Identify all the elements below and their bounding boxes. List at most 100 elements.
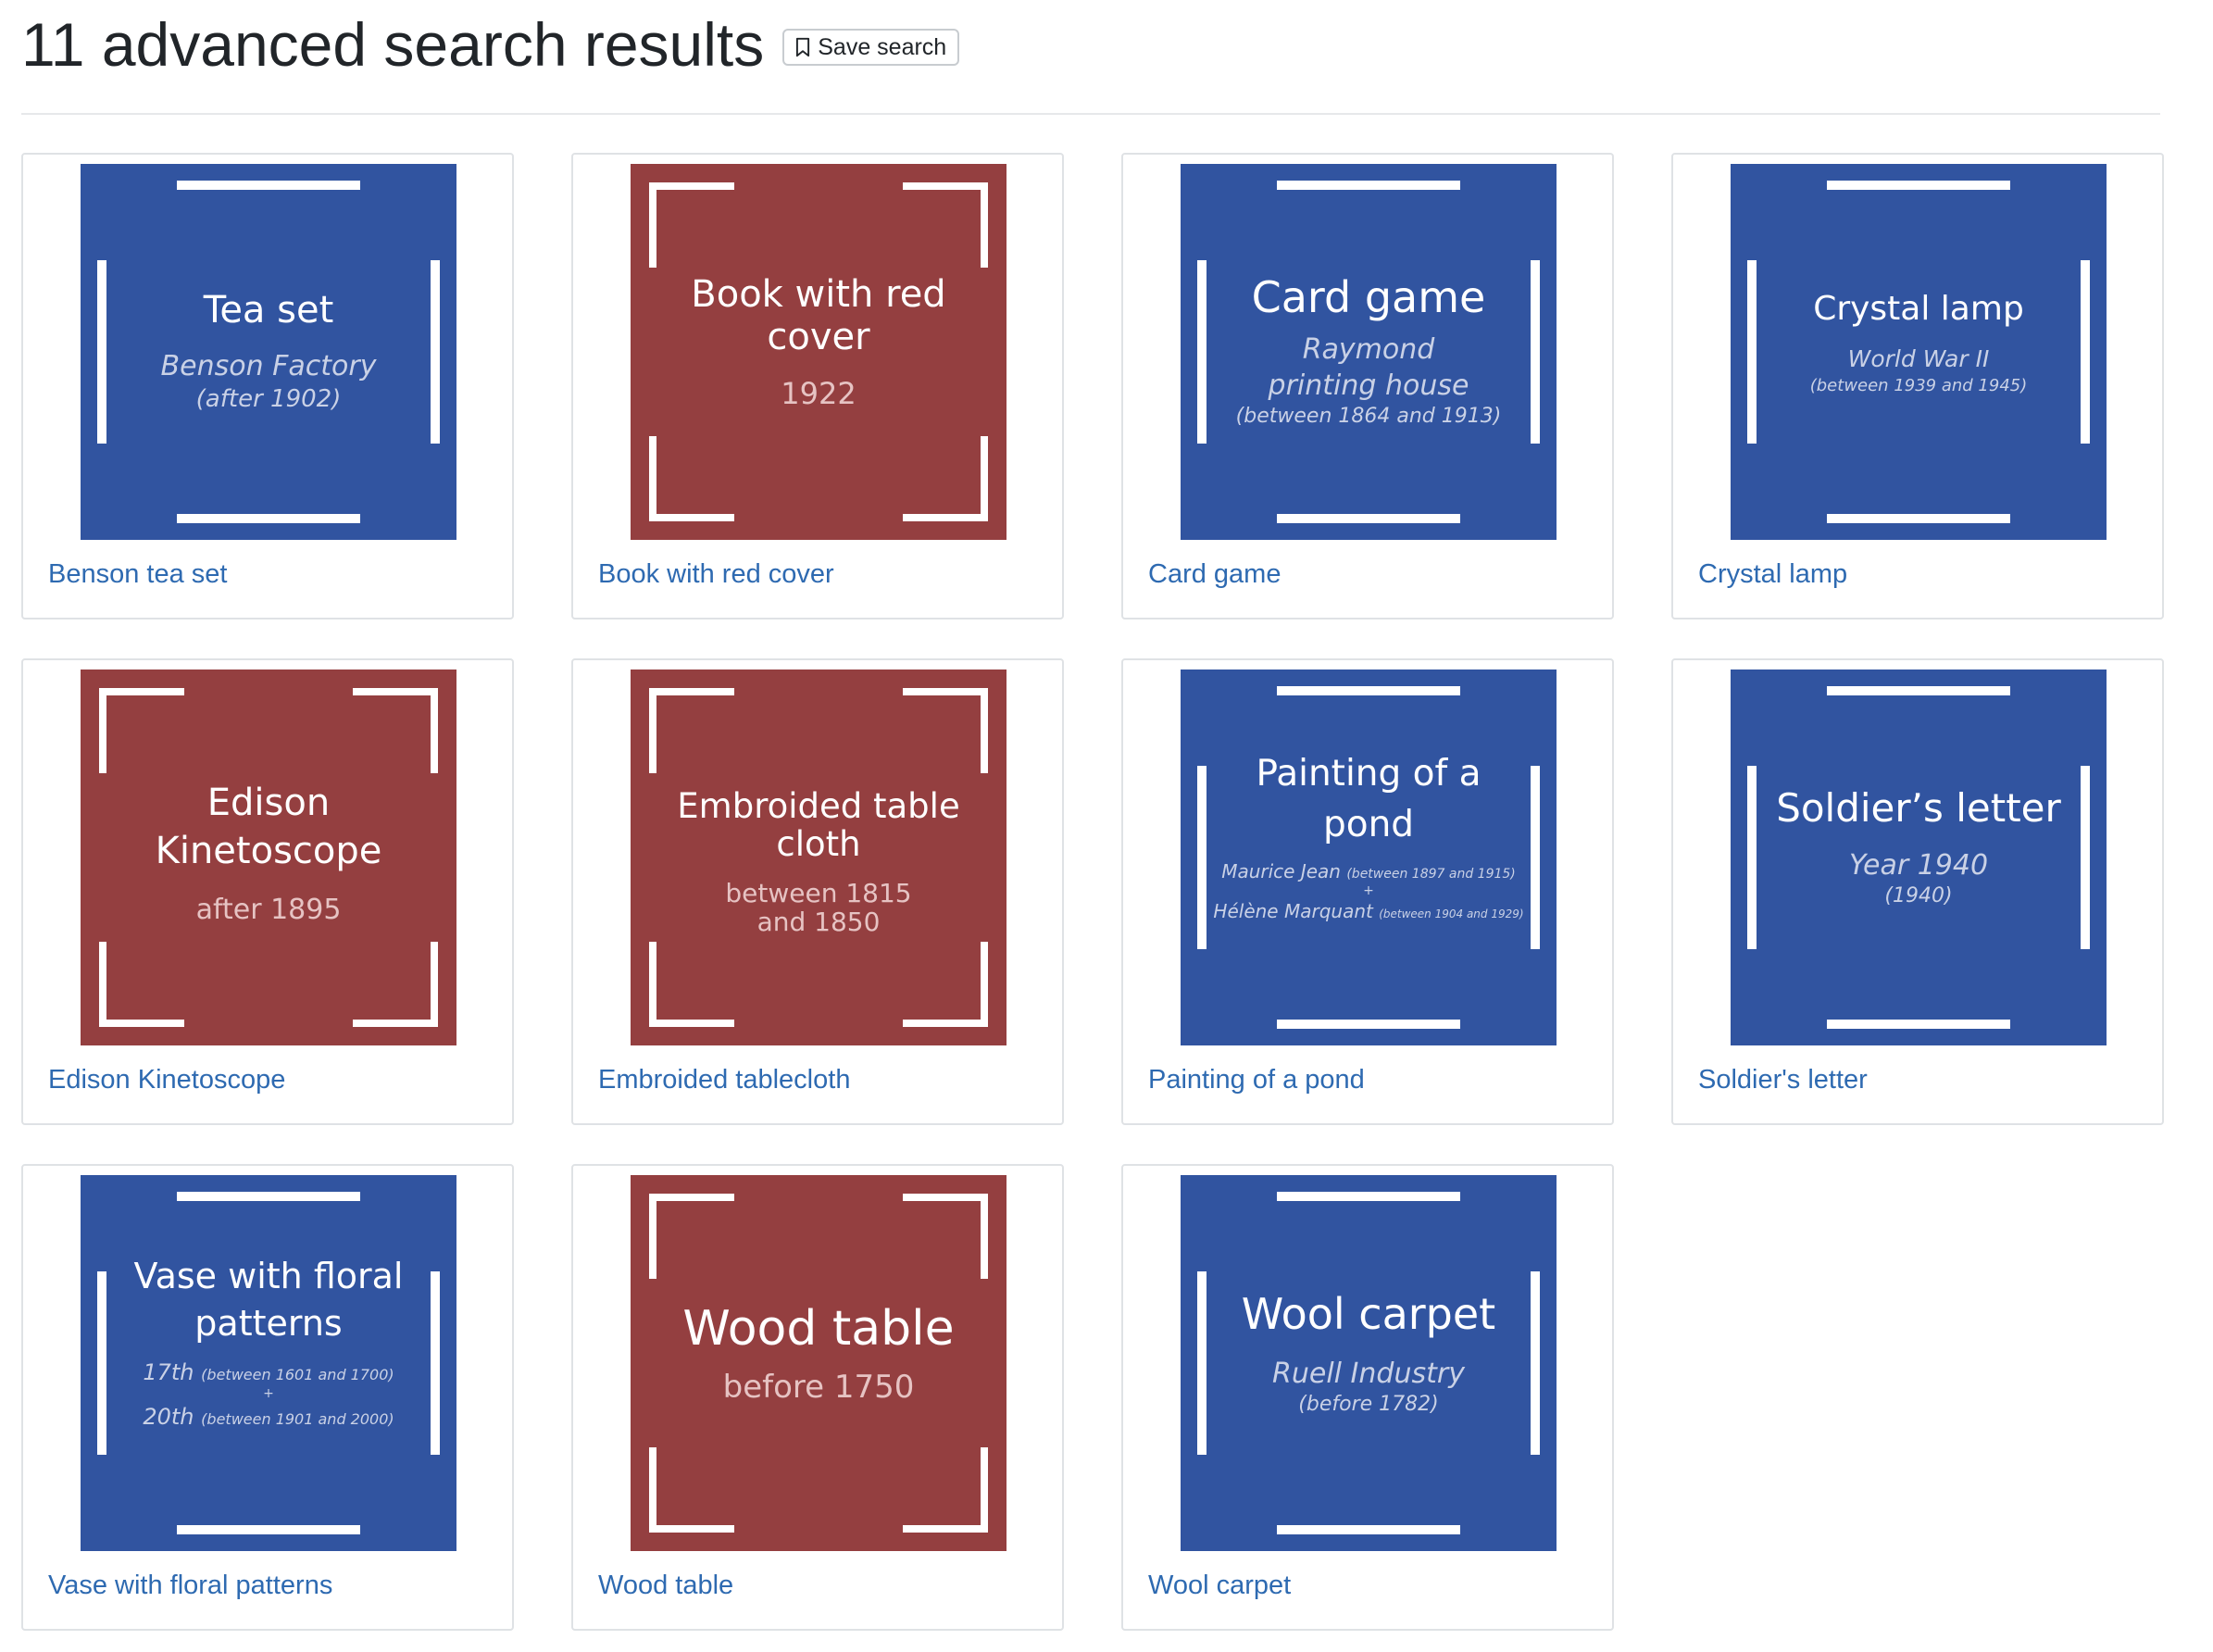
thumbnail-title: Card game [1251,272,1486,323]
result-thumbnail[interactable]: Wood table before 1750 [631,1175,1006,1551]
result-thumbnail[interactable]: Crystal lamp World War II (between 1939 … [1731,164,2107,540]
frame-corner [649,1447,734,1533]
frame-corner [649,942,734,1027]
thumbnail-artist: Hélène Marquant (between 1904 and 1929) [1213,899,1523,924]
thumbnail-date: (after 1902) [195,384,342,413]
artist-date: (between 1904 and 1929) [1379,907,1524,921]
result-thumbnail[interactable]: Wool carpet Ruell Industry (before 1782) [1181,1175,1557,1551]
frame-bar [1827,514,2010,523]
frame-bar [431,260,440,444]
frame-bar [1747,766,1757,949]
results-header: 11 advanced search results Save search [21,9,960,80]
thumbnail-date: 1922 [781,376,856,411]
thumbnail-title: Book with red cover [691,273,946,358]
result-title-link[interactable]: Vase with floral patterns [48,1571,333,1600]
frame-bar [1277,686,1460,695]
result-title-link[interactable]: Book with red cover [598,559,834,589]
frame-bar [1531,260,1540,444]
frame-bar [1197,766,1207,949]
frame-bar [97,1271,106,1455]
frame-corner [99,688,184,773]
result-title-link[interactable]: Painting of a pond [1148,1065,1365,1095]
result-title-link[interactable]: Benson tea set [48,559,228,589]
frame-corner [99,942,184,1027]
frame-corner [353,688,438,773]
result-title-link[interactable]: Edison Kinetoscope [48,1065,286,1095]
frame-bar [1277,1525,1460,1534]
frame-bar [97,260,106,444]
frame-corner [903,436,988,521]
thumbnail-artist: Maurice Jean (between 1897 and 1915) [1221,859,1516,884]
header-divider [21,113,2160,115]
frame-bar [1531,1271,1540,1455]
result-title-link[interactable]: Soldier's letter [1698,1065,1868,1095]
frame-bar [1827,181,2010,190]
frame-bar [1277,1192,1460,1201]
result-card: Wood table before 1750 Wood table [571,1164,1064,1631]
plus-sign: + [1363,883,1374,899]
thumbnail-date: (before 1782) [1298,1392,1439,1416]
frame-corner [649,688,734,773]
frame-bar [1277,181,1460,190]
frame-bar [2081,766,2090,949]
result-thumbnail[interactable]: Embroided table cloth between 1815 and 1… [631,670,1006,1045]
result-title-link[interactable]: Wood table [598,1571,734,1600]
thumbnail-maker: Benson Factory [160,349,377,382]
result-thumbnail[interactable]: Painting of a pond Maurice Jean (between… [1181,670,1557,1045]
result-thumbnail[interactable]: Vase with floral patterns 17th (between … [81,1175,456,1551]
frame-bar [177,181,360,190]
result-card: Painting of a pond Maurice Jean (between… [1121,658,1614,1125]
save-search-button[interactable]: Save search [782,29,960,66]
result-card: Card game Raymond printing house (betwee… [1121,153,1614,620]
thumbnail-caption: Card game Raymond printing house (betwee… [1218,164,1519,540]
result-card: Vase with floral patterns 17th (between … [21,1164,514,1631]
thumbnail-caption: Embroided table cloth between 1815 and 1… [668,670,969,1045]
period-name: 17th [143,1358,194,1385]
result-thumbnail[interactable]: Edison Kinetoscope after 1895 [81,670,456,1045]
thumbnail-date: (between 1864 and 1913) [1235,405,1502,429]
thumbnail-title: Vase with floral patterns [133,1256,404,1345]
result-card: Crystal lamp World War II (between 1939 … [1671,153,2164,620]
result-title-link[interactable]: Crystal lamp [1698,559,1848,589]
artist-name: Maurice Jean [1221,860,1341,883]
thumbnail-date: before 1750 [722,1368,915,1406]
thumbnail-caption: Wool carpet Ruell Industry (before 1782) [1208,1175,1529,1551]
thumbnail-maker: Year 1940 [1848,849,1989,882]
results-grid: Tea set Benson Factory (after 1902) Bens… [21,153,2164,1631]
frame-corner [353,942,438,1027]
frame-bar [1197,260,1207,444]
thumbnail-caption: Book with red cover 1922 [668,164,969,540]
result-card: Edison Kinetoscope after 1895 Edison Kin… [21,658,514,1125]
result-title-link[interactable]: Wool carpet [1148,1571,1292,1600]
artist-date: (between 1897 and 1915) [1346,867,1516,882]
period-name: 20th [143,1403,194,1430]
result-card: Tea set Benson Factory (after 1902) Bens… [21,153,514,620]
frame-corner [903,688,988,773]
frame-bar [177,1525,360,1534]
result-title-link[interactable]: Card game [1148,559,1282,589]
thumbnail-caption: Painting of a pond Maurice Jean (between… [1208,670,1529,1045]
thumbnail-caption: Tea set Benson Factory (after 1902) [118,164,419,540]
frame-bar [2081,260,2090,444]
thumbnail-title: Edison Kinetoscope [155,782,382,872]
thumbnail-date: (between 1939 and 1945) [1809,375,2028,395]
result-title-link[interactable]: Embroided tablecloth [598,1065,851,1095]
frame-bar [1277,514,1460,523]
thumbnail-caption: Vase with floral patterns 17th (between … [108,1175,429,1551]
thumbnail-caption: Crystal lamp World War II (between 1939 … [1768,164,2069,540]
period-date: (between 1901 and 2000) [201,1409,394,1428]
result-thumbnail[interactable]: Tea set Benson Factory (after 1902) [81,164,456,540]
frame-bar [177,514,360,523]
bookmark-icon [796,37,810,57]
result-thumbnail[interactable]: Soldier’s letter Year 1940 (1940) [1731,670,2107,1045]
frame-bar [431,1271,440,1455]
frame-corner [649,436,734,521]
result-thumbnail[interactable]: Card game Raymond printing house (betwee… [1181,164,1557,540]
thumbnail-title: Soldier’s letter [1776,785,2061,832]
result-card: Embroided table cloth between 1815 and 1… [571,658,1064,1125]
thumbnail-caption: Wood table before 1750 [649,1175,988,1551]
thumbnail-date: (1940) [1884,884,1953,908]
thumbnail-date: between 1815 and 1850 [725,878,912,938]
result-thumbnail[interactable]: Book with red cover 1922 [631,164,1006,540]
thumbnail-caption: Edison Kinetoscope after 1895 [118,670,419,1045]
